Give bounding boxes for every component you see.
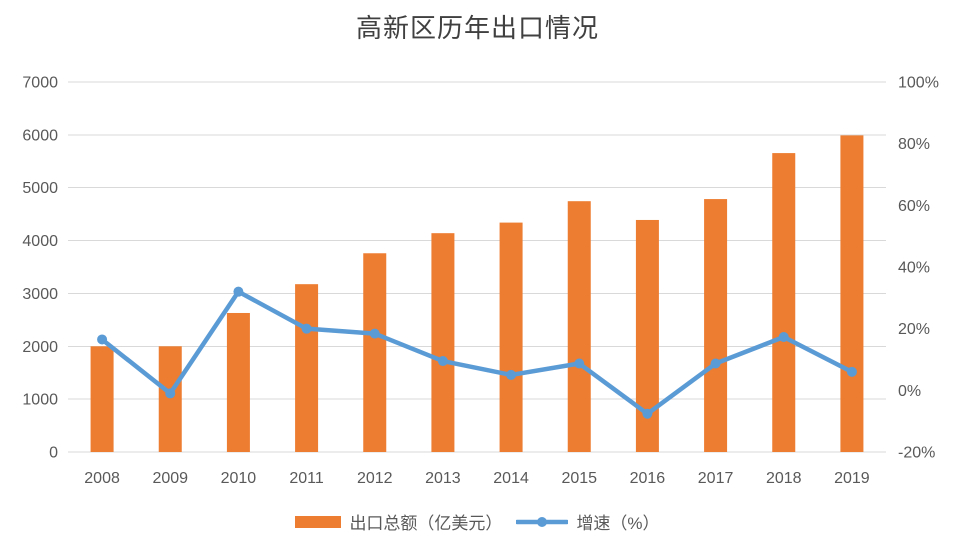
bar-2008: [90, 346, 114, 452]
growth-marker-2012: [369, 328, 380, 339]
growth-marker-2011: [301, 323, 312, 334]
x-axis-tick-label: 2019: [834, 470, 870, 487]
growth-line: [99, 289, 855, 417]
left-axis-tick-label: 5000: [22, 180, 58, 197]
x-axis-tick-label: 2011: [289, 470, 324, 487]
x-axis-tick-label: 2009: [152, 470, 188, 487]
left-axis-tick-label: 1000: [22, 392, 58, 409]
legend-label-export-total: 出口总额（亿美元）: [349, 514, 503, 533]
x-axis-tick-label: 2012: [357, 470, 393, 487]
x-axis-tick-label: 2016: [630, 470, 666, 487]
growth-marker-2010: [233, 286, 244, 297]
left-axis-tick-label: 6000: [22, 127, 58, 144]
bar-2018: [772, 153, 796, 453]
left-axis-tick-label: 3000: [22, 286, 58, 303]
growth-marker-2018: [778, 331, 789, 342]
legend-item-export-total: 出口总额（亿美元）: [295, 509, 502, 534]
right-axis-tick-label: 60%: [898, 198, 930, 215]
growth-marker-2016: [642, 408, 653, 419]
bar-2012: [363, 253, 387, 452]
legend-line-swatch-icon: [516, 516, 569, 527]
bar-2009: [158, 346, 182, 452]
growth-marker-2013: [437, 356, 448, 367]
chart-title: 高新区历年出口情况: [355, 14, 599, 43]
growth-marker-2014: [506, 369, 517, 380]
legend-label-growth: 增速（%）: [576, 514, 660, 533]
chart-legend: 出口总额（亿美元） 增速（%）: [0, 509, 955, 534]
bar-2019: [840, 135, 864, 452]
x-axis-tick-label: 2015: [561, 470, 597, 487]
right-axis-tick-label: 100%: [898, 75, 939, 92]
bar-2015: [567, 201, 591, 452]
bar-2011: [295, 284, 319, 452]
right-axis-tick-label: 20%: [898, 321, 930, 338]
bar-2016: [635, 219, 659, 452]
right-axis-tick-label: 80%: [898, 136, 930, 153]
bar-2014: [499, 222, 523, 452]
x-axis-tick-label: 2018: [766, 470, 802, 487]
right-axis-tick-label: 0%: [898, 383, 921, 400]
x-axis-tick-label: 2010: [221, 470, 257, 487]
left-axis-tick-label: 2000: [22, 339, 58, 356]
bar-2013: [431, 233, 455, 452]
right-axis-tick-label: 40%: [898, 260, 930, 277]
bar-2017: [704, 199, 728, 452]
growth-marker-2008: [97, 334, 108, 345]
growth-marker-2019: [846, 366, 857, 377]
bar-2010: [226, 312, 250, 452]
right-axis-tick-label: -20%: [898, 445, 935, 462]
growth-marker-2009: [165, 388, 176, 399]
x-axis-tick-label: 2014: [493, 470, 529, 487]
growth-marker-2017: [710, 358, 721, 369]
x-axis-tick-label: 2017: [698, 470, 734, 487]
left-axis-tick-label: 0: [49, 445, 58, 462]
growth-marker-2015: [574, 358, 585, 369]
x-axis-tick-label: 2013: [425, 470, 461, 487]
legend-item-growth: 增速（%）: [516, 509, 660, 534]
x-axis-tick-label: 2008: [84, 470, 120, 487]
legend-bar-swatch-icon: [295, 515, 342, 528]
left-axis-tick-label: 7000: [22, 75, 58, 92]
left-axis-tick-label: 4000: [22, 233, 58, 250]
